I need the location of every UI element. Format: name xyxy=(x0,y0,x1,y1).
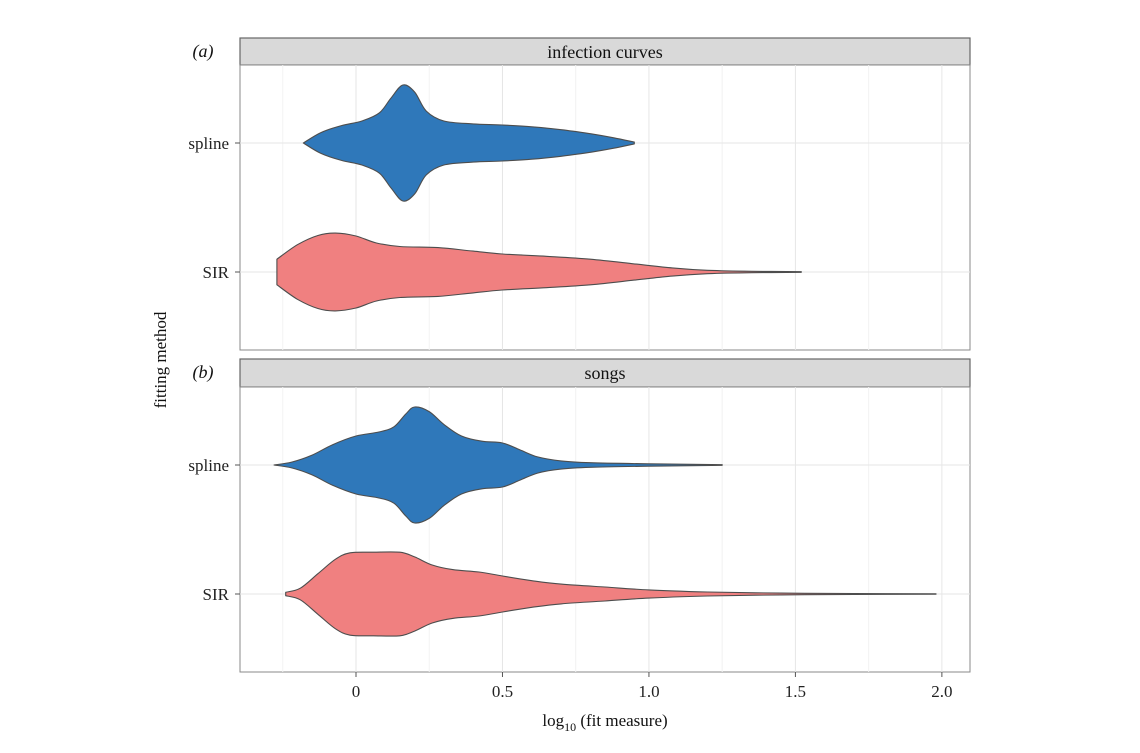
x-axis-title-subscript: 10 xyxy=(564,720,576,734)
panel-a: (a) infection curves spline SIR xyxy=(188,37,971,351)
panel-a-y-axis: spline SIR xyxy=(188,134,240,282)
x-axis-title: log10 (fit measure) xyxy=(542,711,667,734)
x-tick-label: 1.5 xyxy=(785,682,806,701)
x-axis-title-log: log xyxy=(542,711,564,730)
panel-b-tag: (b) xyxy=(193,362,214,383)
panel-b-ytick-sir: SIR xyxy=(203,585,230,604)
x-tick-label: 0 xyxy=(352,682,361,701)
x-tick-label: 1.0 xyxy=(638,682,659,701)
panel-b-violins xyxy=(273,406,937,637)
panel-b-strip-title: songs xyxy=(584,363,625,383)
panel-a-strip-title: infection curves xyxy=(547,42,662,62)
violin-b-spline xyxy=(273,406,723,524)
violin-b-sir xyxy=(285,551,937,637)
panel-a-ytick-spline: spline xyxy=(188,134,229,153)
panel-a-ytick-sir: SIR xyxy=(203,263,230,282)
panel-b-strip xyxy=(239,358,971,388)
x-tick-label: 2.0 xyxy=(931,682,952,701)
x-axis: 0 0.5 1.0 1.5 2.0 xyxy=(352,672,953,701)
panel-b-y-axis: spline SIR xyxy=(188,456,240,604)
panel-b: (b) songs spline SIR xyxy=(188,358,971,673)
panel-a-strip xyxy=(239,37,971,66)
x-axis-title-rest: (fit measure) xyxy=(576,711,668,730)
panel-a-tag: (a) xyxy=(193,41,214,62)
panel-a-violins xyxy=(276,84,802,312)
panel-b-ytick-spline: spline xyxy=(188,456,229,475)
violin-a-sir xyxy=(276,232,802,312)
y-axis-title: fitting method xyxy=(151,311,170,408)
x-tick-label: 0.5 xyxy=(492,682,513,701)
violin-a-spline xyxy=(302,84,635,202)
